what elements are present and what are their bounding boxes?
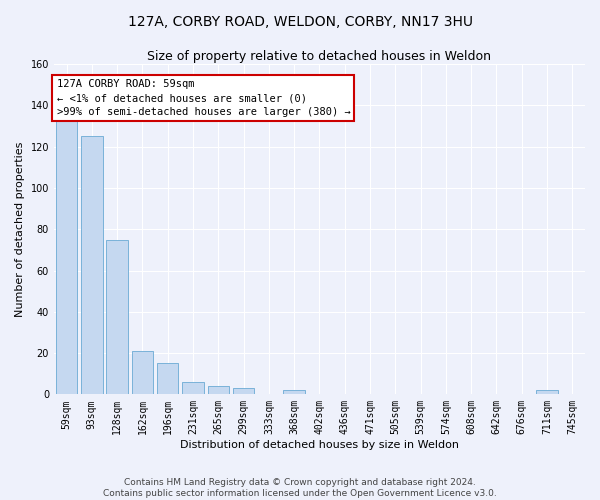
- X-axis label: Distribution of detached houses by size in Weldon: Distribution of detached houses by size …: [180, 440, 459, 450]
- Y-axis label: Number of detached properties: Number of detached properties: [15, 142, 25, 317]
- Bar: [208, 386, 229, 394]
- Bar: [182, 382, 204, 394]
- Text: 127A, CORBY ROAD, WELDON, CORBY, NN17 3HU: 127A, CORBY ROAD, WELDON, CORBY, NN17 3H…: [128, 15, 473, 29]
- Bar: [233, 388, 254, 394]
- Bar: [56, 120, 77, 394]
- Text: 127A CORBY ROAD: 59sqm
← <1% of detached houses are smaller (0)
>99% of semi-det: 127A CORBY ROAD: 59sqm ← <1% of detached…: [56, 79, 350, 117]
- Bar: [81, 136, 103, 394]
- Bar: [283, 390, 305, 394]
- Bar: [131, 351, 153, 395]
- Text: Contains HM Land Registry data © Crown copyright and database right 2024.
Contai: Contains HM Land Registry data © Crown c…: [103, 478, 497, 498]
- Bar: [536, 390, 558, 394]
- Bar: [157, 364, 178, 394]
- Title: Size of property relative to detached houses in Weldon: Size of property relative to detached ho…: [148, 50, 491, 63]
- Bar: [106, 240, 128, 394]
